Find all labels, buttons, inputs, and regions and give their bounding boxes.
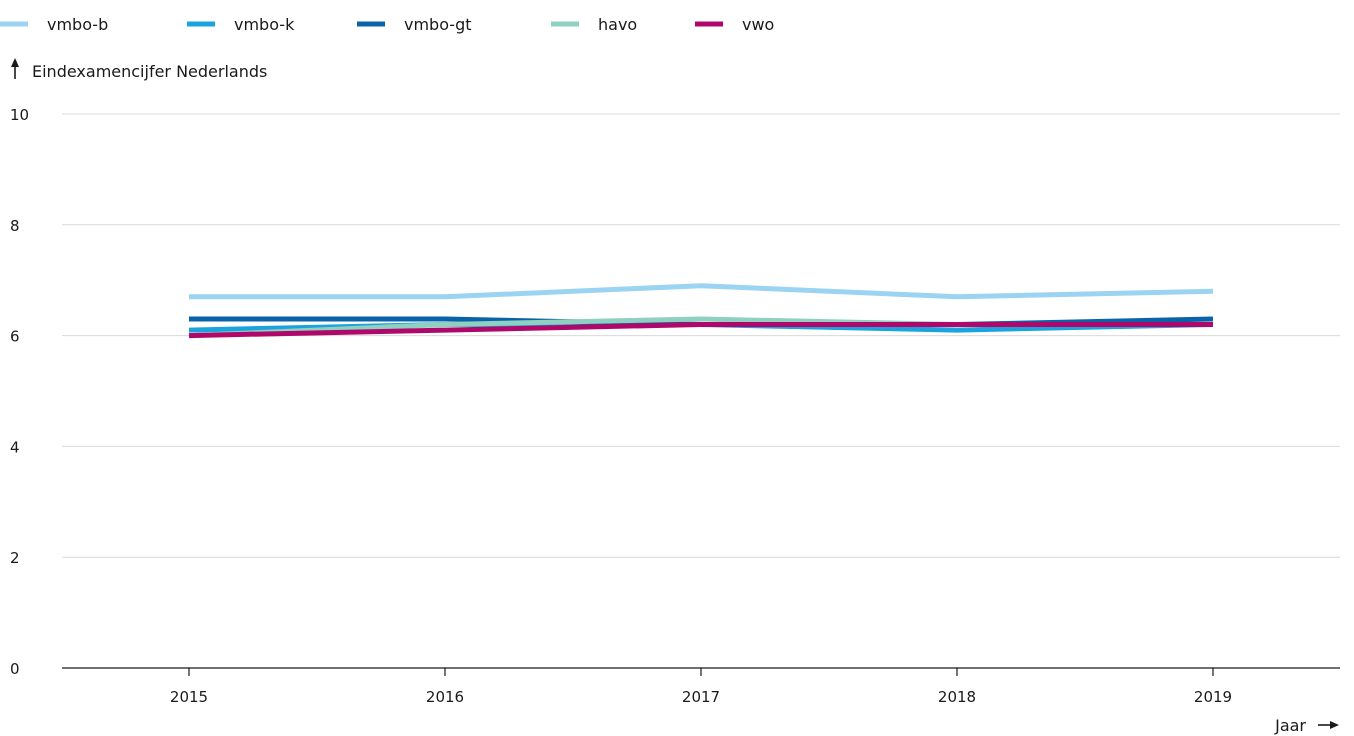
series-line-vmbo-b [189, 283, 1214, 300]
y-axis-title: Eindexamencijfer Nederlands [11, 58, 267, 81]
x-axis: 2015 2016 2017 2018 2019 [62, 667, 1340, 706]
x-axis-title: Jaar [1274, 716, 1339, 735]
y-tick-label: 10 [10, 106, 29, 124]
legend: vmbo-b vmbo-k vmbo-gt havo vwo [0, 15, 774, 34]
y-tick-label: 4 [10, 438, 20, 456]
legend-label: vmbo-k [234, 15, 295, 34]
x-tick-label: 2016 [426, 688, 464, 706]
gridlines [62, 113, 1340, 558]
legend-label: vmbo-b [47, 15, 108, 34]
legend-label: havo [598, 15, 637, 34]
y-tick-label: 6 [10, 328, 20, 346]
x-axis-label: Jaar [1274, 716, 1306, 735]
legend-label: vwo [742, 15, 774, 34]
legend-item-vmbo-gt: vmbo-gt [357, 15, 472, 34]
x-tick-label: 2018 [938, 688, 976, 706]
legend-item-vwo: vwo [695, 15, 774, 34]
up-arrow-head-icon [11, 58, 19, 67]
legend-item-vmbo-b: vmbo-b [0, 15, 108, 34]
legend-item-havo: havo [551, 15, 637, 34]
y-tick-label: 8 [10, 217, 20, 235]
series-line-vwo [188, 322, 1213, 339]
x-tick-label: 2015 [170, 688, 208, 706]
legend-item-vmbo-k: vmbo-k [187, 15, 295, 34]
legend-label: vmbo-gt [404, 15, 472, 34]
x-tick-label: 2019 [1194, 688, 1232, 706]
y-axis-label: Eindexamencijfer Nederlands [32, 62, 267, 81]
y-tick-label: 0 [10, 660, 20, 678]
series-lines [188, 283, 1214, 339]
x-tick-label: 2017 [682, 688, 720, 706]
right-arrow-head-icon [1330, 721, 1339, 729]
y-axis-ticks: 0 2 4 6 8 10 [10, 106, 29, 678]
y-tick-label: 2 [10, 549, 20, 567]
